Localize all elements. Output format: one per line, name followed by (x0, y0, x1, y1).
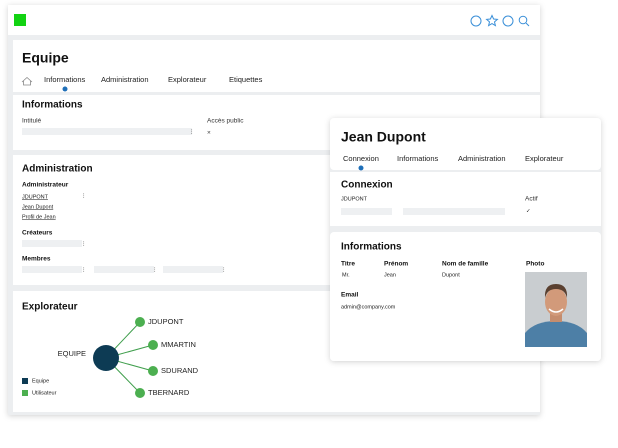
photo-hair (544, 284, 568, 298)
field-value: Jean (384, 272, 396, 278)
section-title: Administration (22, 164, 93, 175)
user-node[interactable] (148, 340, 158, 350)
link[interactable]: Profil de Jean (22, 214, 56, 220)
more-icon[interactable]: ⋮ (189, 129, 195, 135)
connexion-card (330, 172, 601, 226)
legend-swatch (22, 390, 28, 396)
section-title: Connexion (341, 180, 393, 191)
link[interactable]: JDUPONT (22, 194, 49, 200)
photo-smile (548, 308, 564, 313)
field-label: Intitulé (22, 118, 42, 125)
field-value: × (207, 130, 211, 137)
search-icon[interactable] (518, 15, 528, 25)
field-value: Dupont (442, 272, 460, 278)
more-icon[interactable]: ⋮ (81, 241, 87, 247)
tab[interactable]: Explorateur (525, 154, 564, 163)
tab[interactable]: Explorateur (168, 75, 207, 84)
tab[interactable]: Informations (397, 154, 439, 163)
section-title: Informations (22, 100, 83, 111)
page-title: Equipe (22, 50, 69, 66)
home-icon[interactable] (21, 76, 33, 86)
checkmark: ✓ (526, 208, 531, 214)
field-label: Membres (22, 256, 51, 263)
more-icon[interactable]: ⋮ (81, 193, 87, 199)
user-node[interactable] (135, 388, 145, 398)
team-node[interactable] (93, 345, 119, 371)
column-header: Titre (341, 261, 355, 268)
field-value: Mr. (342, 272, 350, 278)
field-label: Accès public (207, 118, 244, 125)
logo[interactable] (14, 14, 26, 26)
user-node[interactable] (135, 317, 145, 327)
text-field[interactable] (163, 266, 223, 273)
text-field[interactable] (22, 128, 192, 135)
text-field[interactable] (403, 208, 505, 215)
active-tab-indicator (62, 86, 68, 92)
more-icon[interactable]: ⋮ (81, 267, 87, 273)
legend-label: Equipe (32, 378, 49, 384)
column-header: Nom de famille (442, 261, 489, 268)
node-label: EQUIPE (58, 349, 86, 358)
favorite-icon[interactable] (485, 14, 499, 27)
field-label: Créateurs (22, 230, 53, 237)
node-label: MMARTIN (161, 340, 196, 349)
text-field[interactable] (22, 266, 82, 273)
text-field[interactable] (22, 240, 82, 247)
toolbar-icons (470, 14, 530, 27)
node-label: TBERNARD (148, 388, 190, 397)
legend-swatch (22, 378, 28, 384)
node-label: SDURAND (161, 366, 199, 375)
field-value: admin@company.com (341, 304, 396, 310)
link[interactable]: Jean Dupont (22, 204, 54, 210)
panel-title: Jean Dupont (341, 129, 426, 145)
section-title: Explorateur (22, 302, 78, 313)
text-field[interactable] (94, 266, 154, 273)
field-value: JDUPONT (341, 196, 368, 202)
more-icon[interactable]: ⋮ (221, 267, 227, 273)
tab[interactable]: Administration (458, 154, 506, 163)
tab[interactable]: Connexion (343, 154, 379, 163)
field-label: Actif (525, 196, 538, 203)
field-label: Administrateur (22, 182, 69, 189)
node-label: JDUPONT (148, 317, 184, 326)
field-label: Email (341, 292, 359, 299)
user-node[interactable] (148, 366, 158, 376)
column-header: Photo (526, 261, 544, 268)
tab[interactable]: Administration (101, 75, 149, 84)
help-icon[interactable] (470, 15, 482, 27)
tab[interactable]: Etiquettes (229, 75, 263, 84)
search-icon-handle (525, 22, 530, 27)
text-field[interactable] (341, 208, 392, 215)
profile-panel: Jean Dupont Connexion Informations Admin… (330, 118, 601, 361)
panel-header (330, 118, 601, 170)
section-title: Informations (341, 242, 402, 253)
tab[interactable]: Informations (44, 75, 86, 84)
photo-face (545, 288, 567, 316)
link-icon[interactable] (502, 15, 514, 27)
more-icon[interactable]: ⋮ (152, 267, 158, 273)
column-header: Prénom (384, 261, 408, 268)
legend-label: Utilisateur (32, 390, 57, 396)
photo-shirt (525, 321, 587, 347)
top-bar (8, 5, 540, 35)
header-card (13, 40, 540, 92)
profile-photo (525, 272, 587, 347)
active-tab-indicator (358, 165, 364, 171)
